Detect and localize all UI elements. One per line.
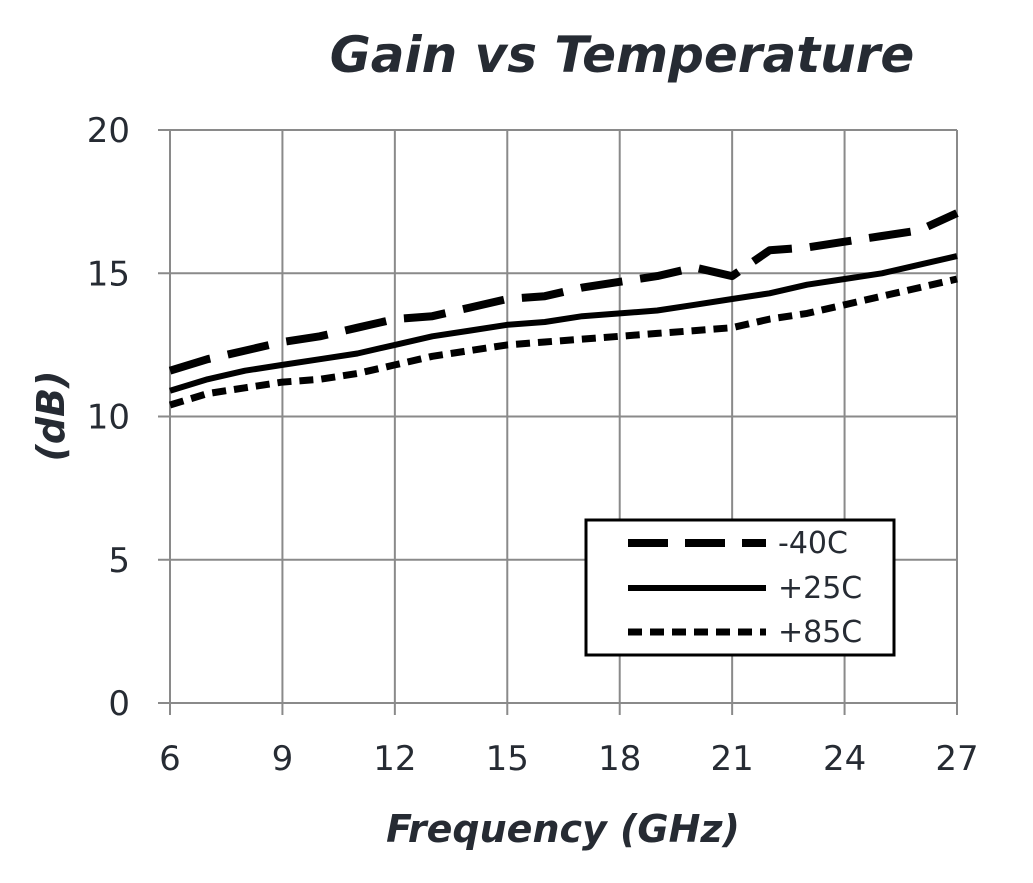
y-axis-title: (dB): [29, 371, 73, 462]
y-tick-label-5: 5: [108, 541, 130, 581]
x-tick-label-27: 27: [935, 739, 978, 779]
x-tick-label-6: 6: [159, 739, 181, 779]
series-layer: [168, 209, 959, 409]
legend: -40C +25C +85C: [584, 518, 896, 657]
y-tick-label-15: 15: [87, 254, 130, 294]
series-line-0: [168, 209, 959, 375]
series-line-1: [169, 253, 958, 394]
legend-label-plus25c: +25C: [778, 571, 862, 606]
x-tick-label-24: 24: [823, 739, 866, 779]
grid-lines: [158, 129, 958, 715]
x-axis-title: Frequency (GHz): [386, 807, 740, 851]
x-tick-label-21: 21: [711, 739, 754, 779]
x-tick-label-15: 15: [486, 739, 529, 779]
legend-label-minus40c: -40C: [778, 526, 848, 561]
x-tick-label-18: 18: [598, 739, 641, 779]
y-tick-label-10: 10: [87, 398, 130, 438]
y-tick-labels: 0 5 10 15 20: [87, 111, 130, 724]
y-tick-label-20: 20: [87, 111, 130, 151]
chart-title: Gain vs Temperature: [330, 26, 915, 84]
x-tick-label-9: 9: [272, 739, 294, 779]
x-tick-labels: 6 9 12 15 18 21 24 27: [159, 739, 978, 779]
series-line-2: [168, 275, 958, 409]
y-tick-label-0: 0: [108, 684, 130, 724]
legend-label-plus85c: +85C: [778, 615, 862, 650]
x-tick-label-12: 12: [373, 739, 416, 779]
